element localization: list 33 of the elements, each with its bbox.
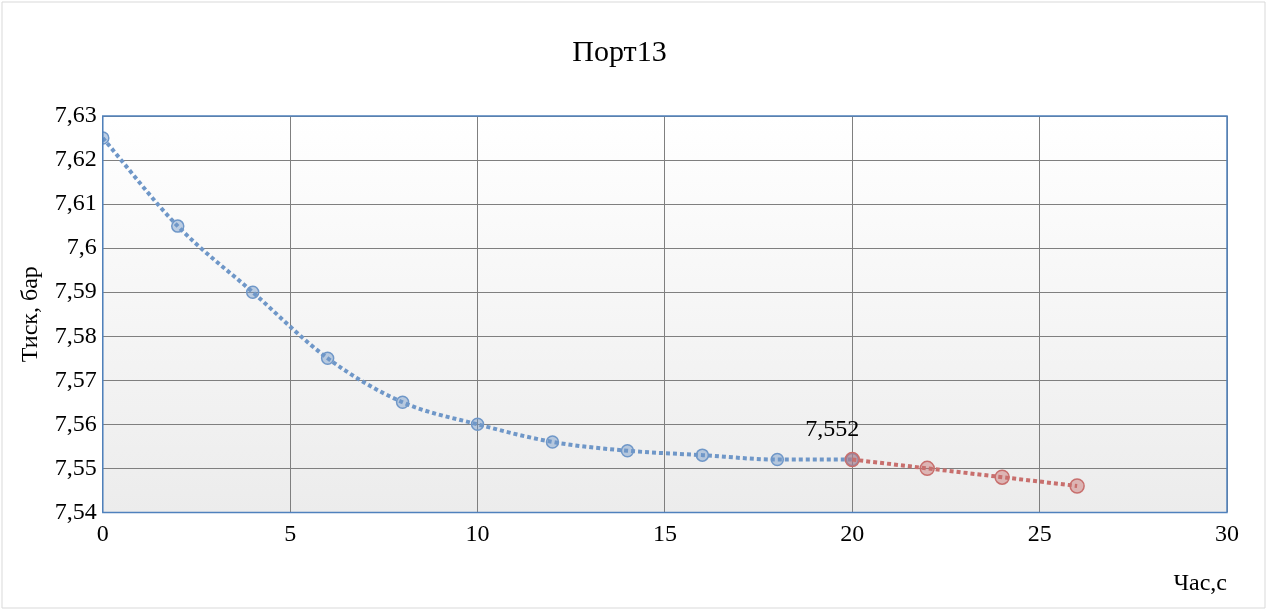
y-tick-label: 7,59: [54, 277, 97, 304]
x-axis-title: Час,с: [1173, 568, 1227, 595]
y-tick-label: 7,63: [54, 101, 97, 128]
x-tick-label: 15: [652, 520, 677, 547]
x-tick-label: 0: [96, 520, 109, 547]
y-tick-label: 7,54: [54, 497, 97, 524]
y-tick-label: 7,57: [54, 365, 97, 392]
point: [171, 219, 185, 233]
y-tick-label: 7,58: [54, 321, 97, 348]
point: [620, 443, 635, 458]
x-tick-label: 5: [284, 520, 297, 547]
point: [919, 460, 935, 477]
y-axis-title: Тиск, бар: [15, 266, 42, 363]
point: [395, 395, 410, 410]
point: [470, 417, 485, 432]
point: [695, 448, 710, 462]
y-tick-label: 7,61: [54, 189, 97, 216]
point: [245, 285, 260, 299]
x-tick-label: 10: [465, 520, 490, 547]
chart-title: Порт13: [572, 33, 667, 67]
point: [770, 452, 785, 467]
y-tick-label: 7,6: [66, 233, 97, 260]
y-tick-label: 7,56: [54, 409, 97, 436]
x-tick-label: 20: [840, 520, 865, 547]
point: [994, 469, 1010, 485]
point: [320, 351, 335, 365]
y-tick-label: 7,55: [54, 453, 97, 480]
annotation: 7,552: [805, 414, 860, 441]
point: [1069, 478, 1085, 494]
point: [545, 435, 560, 449]
y-tick-label: 7,62: [54, 145, 97, 172]
x-tick-label: 30: [1215, 520, 1239, 547]
x-tick-label: 25: [1027, 520, 1052, 547]
